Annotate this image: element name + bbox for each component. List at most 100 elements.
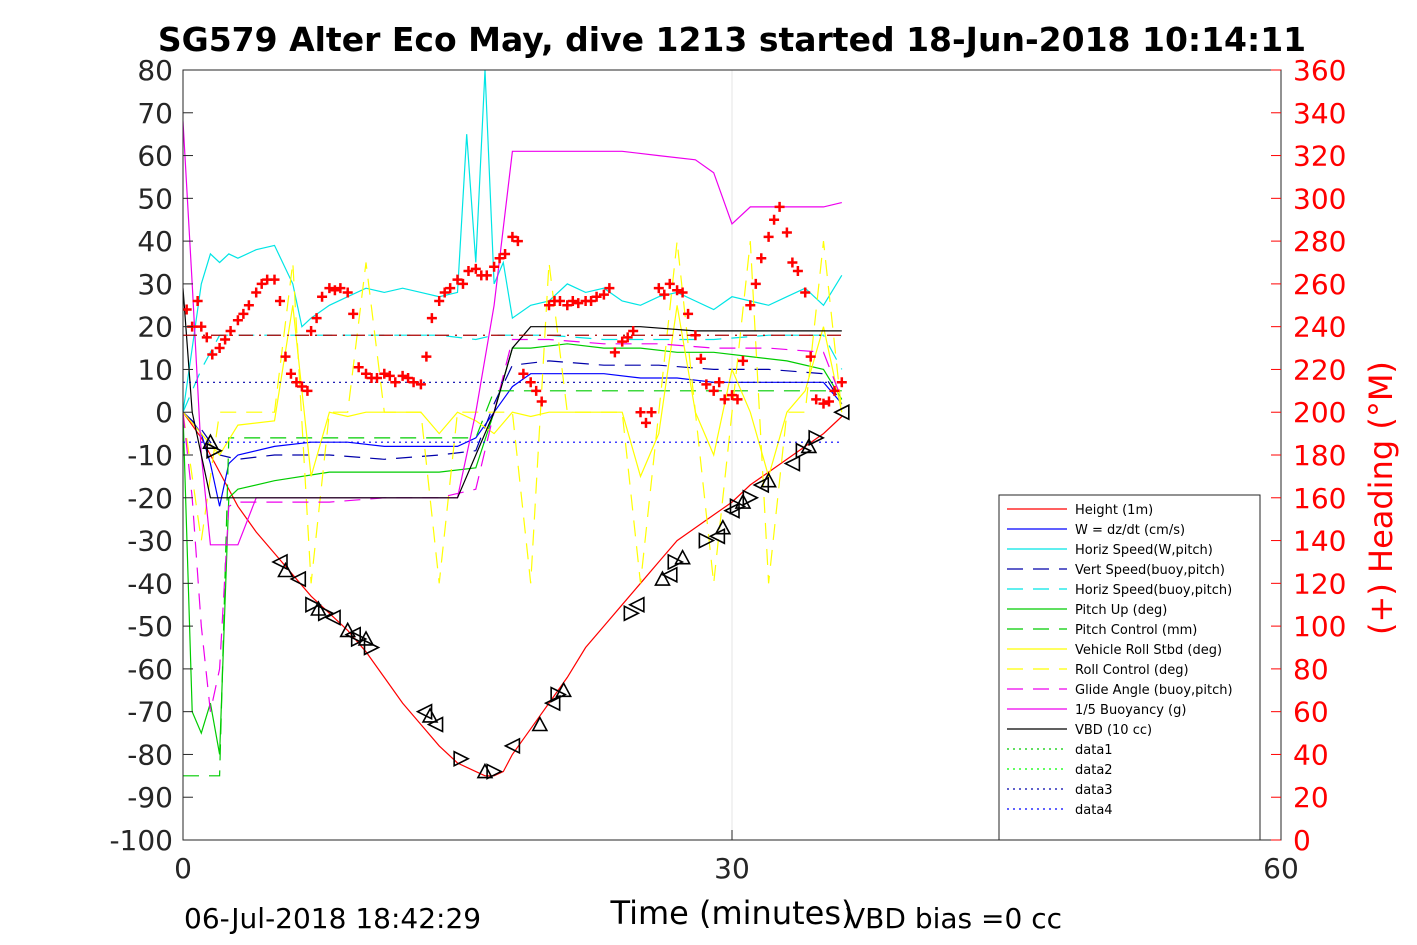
heading-point	[507, 231, 518, 242]
triangle-marker	[800, 437, 818, 454]
legend-label: Height (1m)	[1075, 503, 1153, 518]
heading-point	[415, 379, 426, 390]
triangle-marker	[426, 716, 444, 733]
legend-label: Pitch Control (mm)	[1075, 623, 1197, 638]
triangle-marker	[795, 442, 813, 460]
heading-point	[554, 296, 565, 306]
heading-point	[302, 385, 313, 396]
y-right-tick-label: 340	[1293, 97, 1346, 130]
triangle-marker	[271, 553, 288, 571]
axes: 80706050403020100-10-20-30-40-50-60-70-8…	[109, 54, 1346, 885]
heading-point	[463, 266, 474, 277]
heading-point	[781, 227, 792, 238]
triangle-marker	[808, 429, 825, 447]
heading-point	[291, 377, 302, 388]
series-line-4	[183, 334, 843, 413]
series-line-7	[183, 305, 843, 479]
heading-point	[727, 390, 737, 401]
heading-point	[207, 349, 218, 360]
legend: Height (1m) W = dz/dt (cm/s) Horiz Speed(W…	[998, 494, 1261, 841]
heading-point	[280, 351, 291, 362]
heading-point	[800, 287, 811, 298]
y-tick-label: 0	[155, 396, 173, 429]
y-tick-label: -60	[127, 653, 173, 686]
heading-point	[672, 285, 683, 296]
triangle-marker	[723, 502, 740, 519]
triangle-marker	[550, 686, 567, 703]
heading-point	[598, 289, 609, 300]
y-right-tick-label: 120	[1293, 567, 1346, 600]
triangle-marker	[543, 694, 561, 712]
y-right-tick-label: 180	[1293, 439, 1346, 472]
triangle-marker	[476, 762, 494, 779]
triangle-marker	[453, 750, 470, 768]
heading-point	[452, 274, 463, 285]
heading-point	[518, 368, 529, 379]
y-tick-label: -30	[127, 525, 173, 558]
heading-point	[836, 377, 847, 388]
legend-label: 1/5 Buoyancy (g)	[1075, 703, 1186, 718]
y-tick-label: 30	[137, 268, 173, 301]
triangle-marker	[714, 519, 732, 535]
heading-point	[818, 398, 829, 409]
heading-point	[421, 351, 432, 362]
heading-point	[192, 296, 203, 306]
heading-point	[763, 231, 774, 242]
heading-point	[708, 385, 719, 396]
heading-point	[361, 368, 371, 379]
heading-point	[792, 266, 803, 277]
heading-point	[617, 336, 628, 347]
y-right-tick-label: 320	[1293, 140, 1346, 173]
heading-point	[719, 394, 730, 405]
y-tick-label: -90	[127, 781, 173, 814]
legend-label: Vehicle Roll Stbd (deg)	[1075, 643, 1222, 658]
heading-point	[238, 308, 249, 319]
y-tick-label: 40	[137, 225, 173, 258]
heading-point	[646, 407, 657, 418]
legend-label: Vert Speed(buoy,pitch)	[1075, 563, 1225, 578]
x-axis-label: Time (minutes)	[610, 894, 854, 932]
heading-point	[342, 287, 353, 298]
heading-point	[403, 373, 414, 383]
heading-point	[390, 377, 401, 388]
heading-point	[439, 287, 450, 298]
y-right-tick-label: 140	[1293, 525, 1346, 558]
heading-point	[562, 300, 573, 311]
y-right-tick-label: 60	[1293, 696, 1329, 729]
triangle-marker	[654, 570, 671, 586]
triangle-marker	[344, 626, 361, 643]
y-tick-label: -80	[127, 738, 173, 771]
heading-point	[805, 351, 816, 362]
heading-point	[664, 278, 675, 289]
triangle-marker	[350, 630, 368, 648]
y-right-tick-label: 0	[1293, 824, 1311, 857]
heading-point	[500, 248, 511, 259]
x-tick-label: 0	[174, 852, 192, 885]
heading-point	[274, 296, 285, 306]
heading-point	[536, 396, 547, 407]
legend-label: data1	[1075, 743, 1113, 758]
legend-label: Glide Angle (buoy,pitch)	[1075, 683, 1233, 698]
legend-box	[998, 494, 1261, 841]
legend-label: Roll Control (deg)	[1075, 663, 1189, 678]
heading-point	[604, 283, 615, 294]
legend-label: Horiz Speed(W,pitch)	[1075, 543, 1213, 558]
heading-point	[591, 291, 602, 302]
triangle-marker	[660, 566, 678, 584]
heading-point	[408, 377, 419, 388]
triangle-marker	[421, 707, 439, 723]
footer-vbd-bias: VBD bias =0 cc	[846, 902, 1062, 935]
heading-point	[348, 308, 359, 319]
heading-point	[196, 321, 207, 332]
triangle-marker	[339, 621, 357, 638]
heading-point	[243, 300, 254, 311]
heading-point	[317, 291, 328, 302]
triangle-marker	[742, 489, 760, 507]
heading-point	[769, 214, 780, 225]
triangle-marker	[357, 630, 375, 646]
triangle-marker	[206, 442, 223, 460]
y-right-tick-label: 20	[1293, 781, 1329, 814]
y-tick-label: 50	[137, 182, 173, 215]
plot-area	[183, 70, 850, 840]
y-tick-label: 80	[137, 54, 173, 87]
